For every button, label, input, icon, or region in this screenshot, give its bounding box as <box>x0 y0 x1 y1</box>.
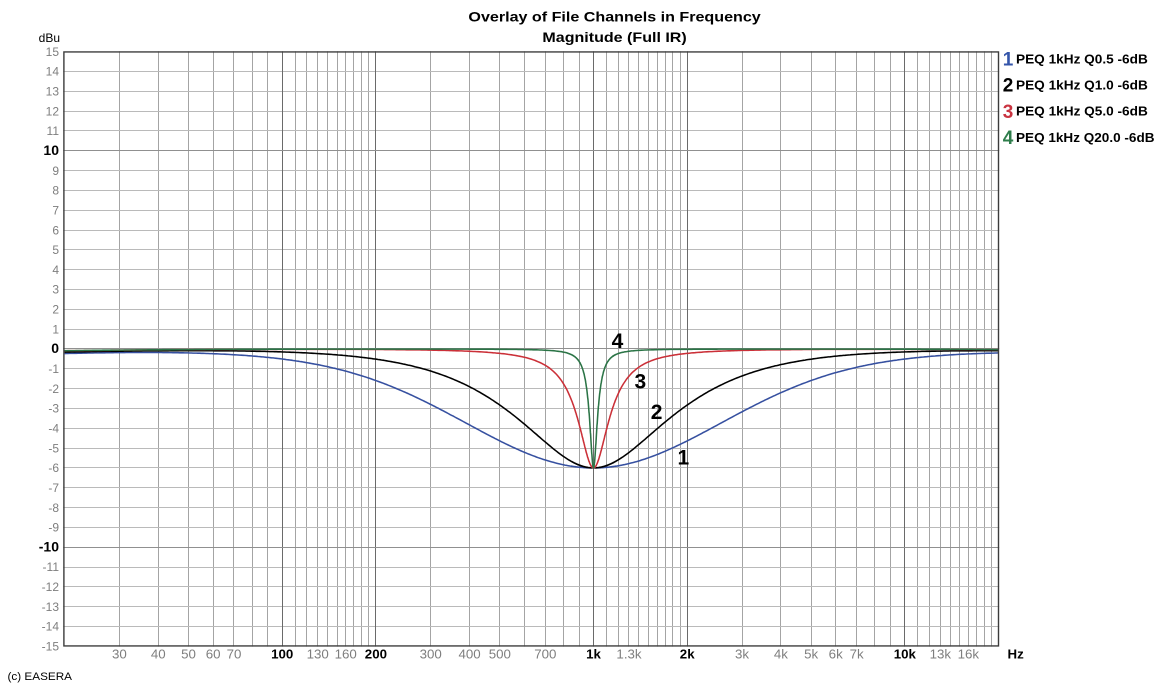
svg-text:160: 160 <box>335 647 357 662</box>
svg-text:4: 4 <box>1003 128 1014 149</box>
svg-text:-2: -2 <box>48 382 59 396</box>
svg-text:13: 13 <box>46 85 60 99</box>
svg-text:3k: 3k <box>735 647 749 662</box>
svg-text:400: 400 <box>459 647 481 662</box>
svg-text:dBu: dBu <box>39 31 60 45</box>
svg-text:16k: 16k <box>958 647 980 662</box>
svg-text:-8: -8 <box>48 501 59 515</box>
svg-text:8: 8 <box>52 184 59 198</box>
svg-text:-15: -15 <box>42 640 60 654</box>
svg-text:7k: 7k <box>850 647 864 662</box>
svg-text:-13: -13 <box>42 600 60 614</box>
svg-text:4: 4 <box>52 263 59 277</box>
svg-text:Overlay of File Channels in Fr: Overlay of File Channels in Frequency <box>468 9 761 25</box>
svg-text:(c) EASERA: (c) EASERA <box>8 671 73 683</box>
svg-text:4k: 4k <box>774 647 788 662</box>
svg-text:-9: -9 <box>48 521 59 535</box>
svg-text:2k: 2k <box>680 647 695 662</box>
svg-text:500: 500 <box>489 647 511 662</box>
svg-text:12: 12 <box>46 104 60 118</box>
svg-text:1: 1 <box>52 322 59 336</box>
svg-text:PEQ 1kHz Q20.0 -6dB: PEQ 1kHz Q20.0 -6dB <box>1016 131 1155 145</box>
svg-text:7: 7 <box>52 204 59 218</box>
svg-text:1: 1 <box>677 446 689 469</box>
svg-text:-11: -11 <box>43 560 60 574</box>
svg-text:2: 2 <box>651 401 663 424</box>
svg-text:15: 15 <box>46 45 60 59</box>
svg-text:-12: -12 <box>42 580 60 594</box>
svg-text:14: 14 <box>46 65 60 79</box>
svg-text:-10: -10 <box>39 538 59 554</box>
svg-text:200: 200 <box>365 647 387 662</box>
svg-text:10: 10 <box>43 142 59 158</box>
svg-text:PEQ 1kHz Q1.0 -6dB: PEQ 1kHz Q1.0 -6dB <box>1016 79 1148 93</box>
svg-text:3: 3 <box>1003 102 1014 123</box>
svg-text:70: 70 <box>227 647 242 662</box>
svg-text:6k: 6k <box>829 647 843 662</box>
svg-text:Magnitude (Full IR): Magnitude (Full IR) <box>542 29 686 45</box>
svg-text:1k: 1k <box>586 647 601 662</box>
svg-text:3: 3 <box>52 283 59 297</box>
svg-text:3: 3 <box>634 370 646 393</box>
svg-text:PEQ 1kHz Q0.5 -6dB: PEQ 1kHz Q0.5 -6dB <box>1016 52 1148 66</box>
svg-text:300: 300 <box>420 647 442 662</box>
svg-text:-6: -6 <box>48 461 59 475</box>
svg-text:2: 2 <box>1003 76 1014 97</box>
svg-text:-14: -14 <box>42 620 60 634</box>
svg-text:700: 700 <box>534 647 556 662</box>
svg-text:1: 1 <box>1003 49 1014 70</box>
svg-text:-3: -3 <box>48 402 59 416</box>
svg-text:130: 130 <box>307 647 329 662</box>
svg-text:9: 9 <box>52 164 59 178</box>
svg-text:13k: 13k <box>930 647 952 662</box>
svg-text:1.3k: 1.3k <box>616 647 641 662</box>
svg-text:-1: -1 <box>48 362 59 376</box>
svg-text:40: 40 <box>151 647 166 662</box>
svg-text:50: 50 <box>181 647 196 662</box>
svg-text:60: 60 <box>206 647 221 662</box>
svg-text:PEQ 1kHz Q5.0 -6dB: PEQ 1kHz Q5.0 -6dB <box>1016 105 1148 119</box>
svg-text:-7: -7 <box>48 481 59 495</box>
svg-text:4: 4 <box>612 330 624 353</box>
svg-text:-5: -5 <box>48 441 59 455</box>
svg-text:2: 2 <box>52 303 59 317</box>
svg-text:100: 100 <box>271 647 293 662</box>
svg-text:Hz: Hz <box>1008 647 1025 662</box>
svg-text:0: 0 <box>51 340 59 356</box>
svg-text:11: 11 <box>47 124 60 138</box>
svg-text:5: 5 <box>52 243 59 257</box>
svg-text:6: 6 <box>52 223 59 237</box>
svg-text:5k: 5k <box>804 647 818 662</box>
svg-text:-4: -4 <box>48 422 59 436</box>
svg-text:10k: 10k <box>894 647 917 662</box>
svg-text:30: 30 <box>112 647 127 662</box>
